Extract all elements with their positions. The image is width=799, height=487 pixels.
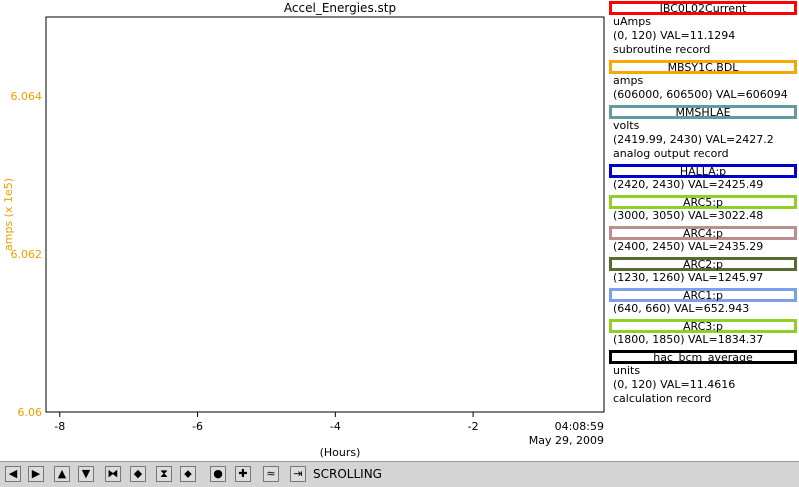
legend-item-name: IBC0L02Current [609, 1, 797, 15]
legend-item-ibc0l02current[interactable]: IBC0L02Current uAmps (0, 120) VAL=11.1294 s… [609, 1, 797, 57]
zoom-out-y-button[interactable]: ⬥ [180, 466, 196, 482]
legend-item-detail: uAmps [613, 15, 651, 28]
scroll-up-button[interactable]: ▲ [54, 466, 70, 482]
legend-item-mmshlae[interactable]: MMSHLAE volts (2419.99, 2430) VAL=2427.2 an… [609, 105, 797, 161]
x-tick-label: -2 [468, 420, 479, 433]
y-axis-title: amps (x 1e5) [2, 178, 15, 251]
scroll-left-icon: ◀ [8, 467, 18, 480]
legend-item-arc2-p[interactable]: ARC2:p (1230, 1260) VAL=1245.97 [609, 257, 797, 285]
legend-item-hac-bcm-average[interactable]: hac_bcm_average units (0, 120) VAL=11.4616… [609, 350, 797, 406]
legend-item-arc5-p[interactable]: ARC5:p (3000, 3050) VAL=3022.48 [609, 195, 797, 223]
legend: IBC0L02Current uAmps (0, 120) VAL=11.1294 s… [609, 0, 799, 460]
legend-item-detail: (606000, 606500) VAL=606094 [613, 88, 788, 101]
legend-item-name: HALLA:p [609, 164, 797, 178]
end-date-label: May 29, 2009 [529, 434, 604, 447]
x-tick-label: -6 [192, 420, 203, 433]
legend-item-detail: units [613, 364, 641, 377]
legend-item-mbsy1c-bdl[interactable]: MBSY1C.BDL amps (606000, 606500) VAL=60609… [609, 60, 797, 102]
zoom-in-y-icon: ⧗ [160, 467, 168, 480]
x-tick-label: -8 [54, 420, 65, 433]
toolbar: ◀ ▶ ▲ ▼ ⧓ ◆ ⧗ ⬥ ● ✚ ≈ ⇥ SCROLLING [0, 461, 799, 487]
scroll-right-button[interactable]: ▶ [28, 466, 44, 482]
legend-item-detail: (0, 120) VAL=11.1294 [613, 29, 736, 42]
scroll-mode-button[interactable]: ≈ [263, 466, 279, 482]
auto-scale-button[interactable]: ● [210, 466, 226, 482]
legend-item-detail: amps [613, 74, 644, 87]
legend-item-detail: volts [613, 119, 640, 132]
zoom-in-x-icon: ⧓ [107, 467, 119, 480]
chart-area: -8 -6 -4 -2 6.064 6.062 6.06 amps (x 1e5) (Hours… [2, 16, 605, 459]
legend-item-arc4-p[interactable]: ARC4:p (2400, 2450) VAL=2435.29 [609, 226, 797, 254]
legend-item-name: ARC5:p [609, 195, 797, 209]
legend-item-name: hac_bcm_average [609, 350, 797, 364]
zoom-in-y-button[interactable]: ⧗ [156, 466, 172, 482]
legend-item-name: ARC4:p [609, 226, 797, 240]
add-icon: ✚ [238, 467, 248, 480]
legend-item-detail: (1230, 1260) VAL=1245.97 [613, 271, 764, 284]
plot-title: Accel_Energies.stp [283, 1, 397, 15]
legend-item-detail: (0, 120) VAL=11.4616 [613, 378, 736, 391]
scroll-down-button[interactable]: ▼ [78, 466, 94, 482]
legend-item-arc3-p[interactable]: ARC3:p (1800, 1850) VAL=1834.37 [609, 319, 797, 347]
zoom-out-x-icon: ◆ [133, 467, 143, 480]
legend-item-name: ARC2:p [609, 257, 797, 271]
x-axis-title: (Hours) [320, 446, 361, 459]
legend-item-arc1-p[interactable]: ARC1:p (640, 660) VAL=652.943 [609, 288, 797, 316]
y-tick-label: 6.062 [11, 248, 43, 261]
legend-item-detail: analog output record [613, 147, 729, 160]
scrolling-status: SCROLLING [313, 467, 382, 481]
plot-frame [45, 16, 605, 413]
scroll-left-button[interactable]: ◀ [5, 466, 21, 482]
zoom-in-x-button[interactable]: ⧓ [105, 466, 121, 482]
zoom-out-x-button[interactable]: ◆ [130, 466, 146, 482]
add-button[interactable]: ✚ [235, 466, 251, 482]
legend-item-name: ARC1:p [609, 288, 797, 302]
y-tick-label: 6.06 [18, 406, 43, 419]
legend-item-name: MBSY1C.BDL [609, 60, 797, 74]
legend-item-detail: (3000, 3050) VAL=3022.48 [613, 209, 764, 222]
end-time-label: 04:08:59 [555, 420, 604, 433]
legend-item-detail: (640, 660) VAL=652.943 [613, 302, 750, 315]
legend-item-detail: (1800, 1850) VAL=1834.37 [613, 333, 764, 346]
zoom-out-y-icon: ⬥ [184, 467, 192, 480]
legend-item-detail: (2420, 2430) VAL=2425.49 [613, 178, 764, 191]
legend-item-halla-p[interactable]: HALLA:p (2420, 2430) VAL=2425.49 [609, 164, 797, 192]
x-tick-label: -4 [330, 420, 341, 433]
legend-item-detail: (2400, 2450) VAL=2435.29 [613, 240, 764, 253]
auto-scale-icon: ● [213, 467, 223, 480]
scroll-up-icon: ▲ [57, 467, 67, 480]
legend-item-name: MMSHLAE [609, 105, 797, 119]
scroll-mode-icon: ≈ [266, 467, 276, 480]
scroll-down-icon: ▼ [81, 467, 91, 480]
go-to-end-button[interactable]: ⇥ [290, 466, 306, 482]
y-tick-label: 6.064 [11, 90, 43, 103]
legend-item-detail: calculation record [613, 392, 712, 405]
legend-item-detail: (2419.99, 2430) VAL=2427.2 [613, 133, 774, 146]
legend-item-detail: subroutine record [613, 43, 711, 56]
legend-item-name: ARC3:p [609, 319, 797, 333]
scroll-right-icon: ▶ [31, 467, 41, 480]
go-to-end-icon: ⇥ [293, 467, 303, 480]
